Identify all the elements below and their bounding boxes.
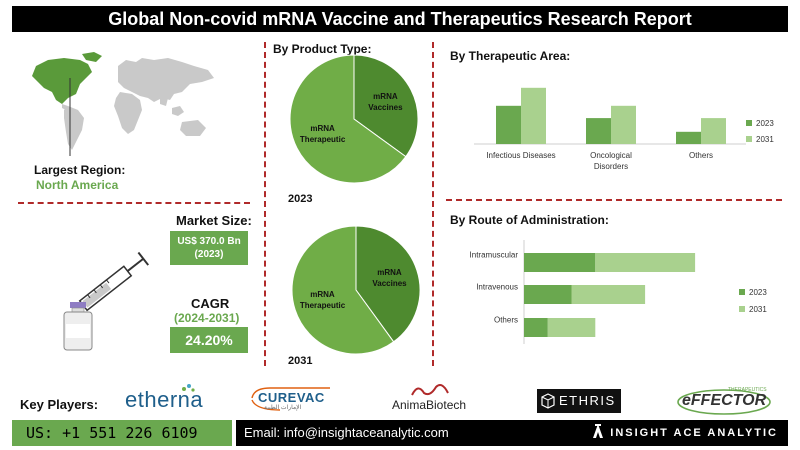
market-size-label: Market Size: [176, 213, 252, 228]
player-effector-name: eFFECTOR [682, 392, 767, 409]
player-animabiotech-name: AnimaBiotech [392, 398, 467, 412]
footer-bar: Email: info@insightaceanalytic.com INSIG… [236, 420, 788, 446]
ra-legend-label-2031: 2031 [749, 305, 767, 314]
pie-2031-slice-0-label: mRNA Vaccines [372, 268, 407, 288]
player-curevac-sub: الإمارات الطبية [264, 405, 302, 411]
ta-bar-2031-1 [611, 105, 636, 144]
footer-brand: INSIGHT ACE ANALYTIC [592, 420, 778, 446]
player-animabiotech-logo: AnimaBiotech [392, 383, 474, 415]
ta-category-label-0: Infectious Diseases [486, 151, 555, 160]
ra-category-label-0: Intramuscular [470, 251, 519, 260]
ethris-cube-icon [541, 393, 555, 409]
therapeutic-area-heading: By Therapeutic Area: [450, 49, 571, 63]
largest-region-value: North America [36, 178, 119, 192]
player-etherna-name: etherna [125, 387, 204, 412]
pie-2031-slice-1-label: mRNA Therapeutic [300, 290, 346, 310]
market-size-box: US$ 370.0 Bn (2023) [170, 231, 248, 265]
product-type-pies: mRNA Vaccines mRNA Therapeutic 2023 mRNA Vacci… [288, 54, 421, 367]
ta-category-label-2: Others [689, 151, 713, 160]
insight-ace-logo-icon [593, 424, 604, 438]
ta-legend-label-2031: 2031 [756, 135, 774, 144]
cagr-value: 24.20% [170, 327, 248, 353]
ra-bar-2031-1 [571, 285, 646, 304]
ta-bar-2023-2 [676, 131, 701, 144]
product-type-heading: By Product Type: [273, 42, 372, 56]
player-effector-sub: THERAPEUTICS [728, 387, 767, 393]
effector-oval-icon [677, 389, 771, 415]
pie-2023-slice-0 [353, 54, 419, 158]
ta-legend-swatch-2031 [746, 136, 752, 142]
cagr-period: (2024-2031) [174, 311, 240, 325]
ra-bar-2023-2 [524, 318, 548, 337]
pie-2023-slice-0-label: mRNA Vaccines [368, 92, 403, 112]
ta-bar-2031-0 [521, 87, 546, 144]
ta-bar-2023-1 [586, 118, 611, 144]
footer-brand-text: INSIGHT ACE ANALYTIC [610, 427, 778, 439]
ra-bar-2031-0 [595, 253, 696, 272]
cagr-label: CAGR [191, 296, 230, 311]
ta-legend-swatch-2023 [746, 120, 752, 126]
ta-category-label-1: Oncological Disorders [590, 151, 632, 171]
therapeutic-area-chart: Infectious Diseases Oncological Disorders O… [474, 87, 774, 171]
pie-2031-slice-1 [291, 225, 395, 355]
ra-legend-swatch-2023 [739, 289, 745, 295]
player-etherna-logo: etherna [125, 384, 204, 413]
ra-bar-2031-2 [547, 318, 596, 337]
market-size-value: US$ 370.0 Bn [177, 236, 241, 247]
world-map-icon [32, 52, 214, 156]
divider-vertical-left [264, 42, 266, 366]
curevac-swoosh-icon [251, 387, 330, 411]
syringe-vial-icon [63, 251, 150, 351]
ta-bar-2031-2 [701, 118, 726, 144]
route-heading: By Route of Administration: [450, 213, 609, 227]
footer-email[interactable]: Email: info@insightaceanalytic.com [244, 425, 449, 440]
pie-year-2023: 2023 [288, 193, 312, 205]
etherna-dots-icon [182, 384, 195, 392]
ta-legend-label-2023: 2023 [756, 119, 774, 128]
ra-legend-swatch-2031 [739, 306, 745, 312]
footer-phone: US: +1 551 226 6109 [12, 420, 232, 446]
route-of-administration-chart: Intramuscular Intravenous Others 2023 2031 [470, 240, 767, 344]
key-players-label: Key Players: [20, 397, 99, 412]
divider-vertical-right [432, 42, 434, 366]
player-curevac-logo: CUREVAC الإمارات الطبية [250, 386, 334, 414]
divider-horizontal-right [446, 199, 782, 201]
player-effector-logo: THERAPEUTICS eFFECTOR [676, 387, 772, 415]
report-title: Global Non-covid mRNA Vaccine and Therap… [12, 6, 788, 32]
market-size-year: (2023) [194, 249, 224, 260]
animabiotech-wave-icon [411, 384, 449, 396]
pie-year-2031: 2031 [288, 355, 312, 367]
ra-category-label-2: Others [494, 316, 518, 325]
largest-region-label: Largest Region: [34, 163, 126, 177]
ra-category-label-1: Intravenous [476, 283, 518, 292]
ra-bar-2023-0 [524, 253, 596, 272]
player-ethris-name: ETHRIS [559, 393, 616, 408]
pie-2023-slice-1-label: mRNA Therapeutic [300, 124, 346, 144]
player-curevac-name: CUREVAC [258, 390, 325, 405]
pie-2023-slice-1 [289, 54, 407, 184]
player-ethris-logo: ETHRIS [537, 389, 621, 413]
ra-legend-label-2023: 2023 [749, 288, 767, 297]
ra-bar-2023-1 [524, 285, 572, 304]
divider-horizontal-left [18, 202, 250, 204]
ta-bar-2023-0 [496, 105, 521, 144]
pie-2031-slice-0 [355, 225, 421, 343]
